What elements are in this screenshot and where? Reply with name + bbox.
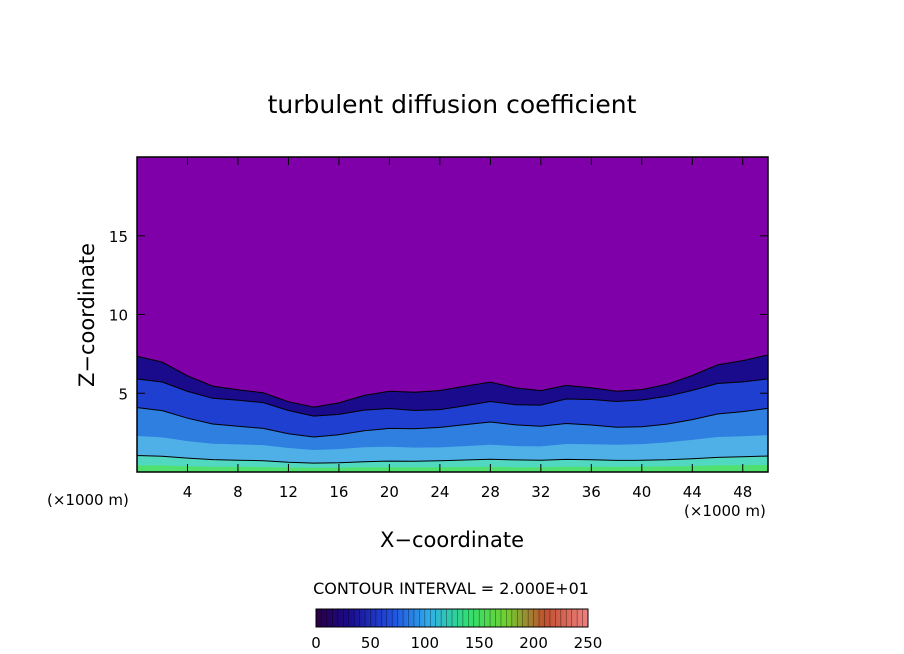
x-tick-label: 24 xyxy=(430,483,449,501)
x-tick-label: 36 xyxy=(582,483,601,501)
x-tick-label: 44 xyxy=(683,483,702,501)
x-tick-label: 20 xyxy=(380,483,399,501)
colorbar-tick-label: 250 xyxy=(574,634,603,652)
x-tick-label: 32 xyxy=(531,483,550,501)
plot-area xyxy=(136,156,769,473)
axis-ticks xyxy=(137,157,768,472)
x-tick-label: 12 xyxy=(279,483,298,501)
y-tick-label: 15 xyxy=(109,228,128,246)
x-tick-labels: 4 8 12 16 20 24 28 32 36 40 44 48 xyxy=(183,483,753,501)
colorbar-tick-label: 50 xyxy=(361,634,380,652)
y-tick-labels: 5 10 15 xyxy=(109,228,128,404)
colorbar-tick-label: 100 xyxy=(410,634,439,652)
x-tick-label: 16 xyxy=(329,483,348,501)
chart-title: turbulent diffusion coefficient xyxy=(268,90,637,119)
contour-interval-label: CONTOUR INTERVAL = 2.000E+01 xyxy=(313,579,589,598)
turbulence-band xyxy=(137,465,768,472)
y-axis-label: Z−coordinate xyxy=(75,243,99,387)
x-unit-label-right: (×1000 m) xyxy=(684,502,766,520)
y-tick-label: 10 xyxy=(109,307,128,325)
colorbar-tick-label: 200 xyxy=(519,634,548,652)
turbulence-layers xyxy=(137,354,768,472)
x-axis-label: X−coordinate xyxy=(380,528,524,552)
x-tick-label: 40 xyxy=(632,483,651,501)
colorbar: 0 50 100 150 200 250 xyxy=(311,608,602,652)
colorbar-tick-label: 150 xyxy=(465,634,494,652)
x-tick-label: 28 xyxy=(481,483,500,501)
x-tick-label: 8 xyxy=(233,483,243,501)
colorbar-tick-labels: 0 50 100 150 200 250 xyxy=(311,634,602,652)
x-tick-label: 48 xyxy=(733,483,752,501)
y-tick-label: 5 xyxy=(118,385,128,403)
x-tick-label: 4 xyxy=(183,483,193,501)
colorbar-tick-label: 0 xyxy=(311,634,321,652)
x-unit-label-left: (×1000 m) xyxy=(47,491,129,509)
